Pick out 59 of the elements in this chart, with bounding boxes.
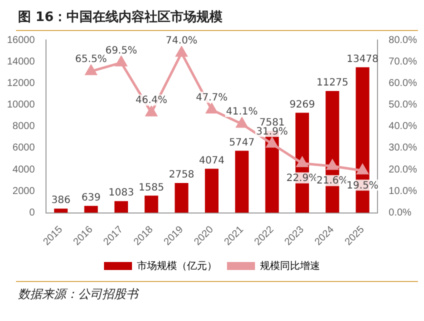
y2-tick-label: 70.0% bbox=[388, 56, 418, 68]
y-tick-label: 4000 bbox=[12, 164, 36, 176]
y-tick-label: 12000 bbox=[6, 78, 36, 89]
point bbox=[206, 104, 218, 114]
data-label: 5747 bbox=[229, 137, 255, 148]
data-label: 11275 bbox=[316, 78, 348, 89]
y2-tick-label: 50.0% bbox=[388, 100, 418, 111]
y2-tick-label: 40.0% bbox=[388, 121, 418, 132]
source-note: 数据来源：公司招股书 bbox=[16, 281, 418, 303]
data-label: 69.5% bbox=[105, 45, 138, 56]
point bbox=[116, 56, 127, 66]
bar bbox=[174, 183, 188, 213]
point bbox=[326, 160, 338, 170]
y-tick-label: 6000 bbox=[12, 142, 36, 154]
y-tick-label: 14000 bbox=[6, 56, 36, 68]
bar bbox=[204, 168, 219, 213]
data-label: 46.4% bbox=[136, 95, 168, 106]
data-label: 9269 bbox=[290, 99, 315, 110]
y2-tick-label: 20.0% bbox=[388, 164, 418, 176]
y-tick-label: 2000 bbox=[12, 186, 36, 197]
point bbox=[176, 46, 188, 57]
bar bbox=[54, 208, 68, 213]
y2-tick-label: 30.0% bbox=[388, 142, 418, 154]
point bbox=[296, 157, 308, 168]
point bbox=[85, 65, 97, 76]
data-label: 4074 bbox=[199, 155, 224, 166]
y2-tick-label: 60.0% bbox=[388, 78, 418, 89]
y2-tick-label: 80.0% bbox=[388, 34, 418, 46]
bar bbox=[235, 150, 249, 213]
point bbox=[236, 118, 248, 128]
data-label: 639 bbox=[82, 192, 101, 204]
data-label: 2758 bbox=[168, 170, 194, 181]
legend-label: 市场规模（亿元） bbox=[137, 260, 217, 272]
y-tick-label: 0 bbox=[29, 208, 36, 219]
data-label: 19.5% bbox=[346, 180, 378, 192]
data-label: 65.5% bbox=[75, 54, 107, 65]
data-label: 74.0% bbox=[166, 36, 198, 47]
y-tick-label: 16000 bbox=[6, 34, 36, 46]
data-label: 22.9% bbox=[286, 172, 318, 184]
data-label: 1585 bbox=[138, 182, 164, 194]
point bbox=[356, 164, 368, 174]
data-label: 21.6% bbox=[316, 176, 348, 187]
data-label: 31.9% bbox=[256, 126, 288, 138]
data-label: 1083 bbox=[108, 188, 134, 199]
chart-title: 图 16：中国在线内容社区市场规模 bbox=[16, 0, 418, 31]
y2-tick-label: 10.0% bbox=[388, 186, 418, 197]
point bbox=[146, 106, 157, 116]
legend-label: 规模同比增速 bbox=[260, 260, 320, 272]
data-label: 41.1% bbox=[226, 106, 258, 118]
bar bbox=[84, 206, 98, 213]
data-label: 386 bbox=[51, 195, 70, 206]
data-label: 47.7% bbox=[196, 92, 228, 104]
bar bbox=[144, 196, 158, 213]
bar bbox=[114, 201, 128, 213]
point bbox=[266, 138, 278, 148]
data-label: 13478 bbox=[346, 54, 378, 65]
y-tick-label: 10000 bbox=[6, 100, 36, 111]
y-tick-label: 8000 bbox=[12, 121, 36, 132]
y2-tick-label: 0.0% bbox=[388, 208, 412, 219]
